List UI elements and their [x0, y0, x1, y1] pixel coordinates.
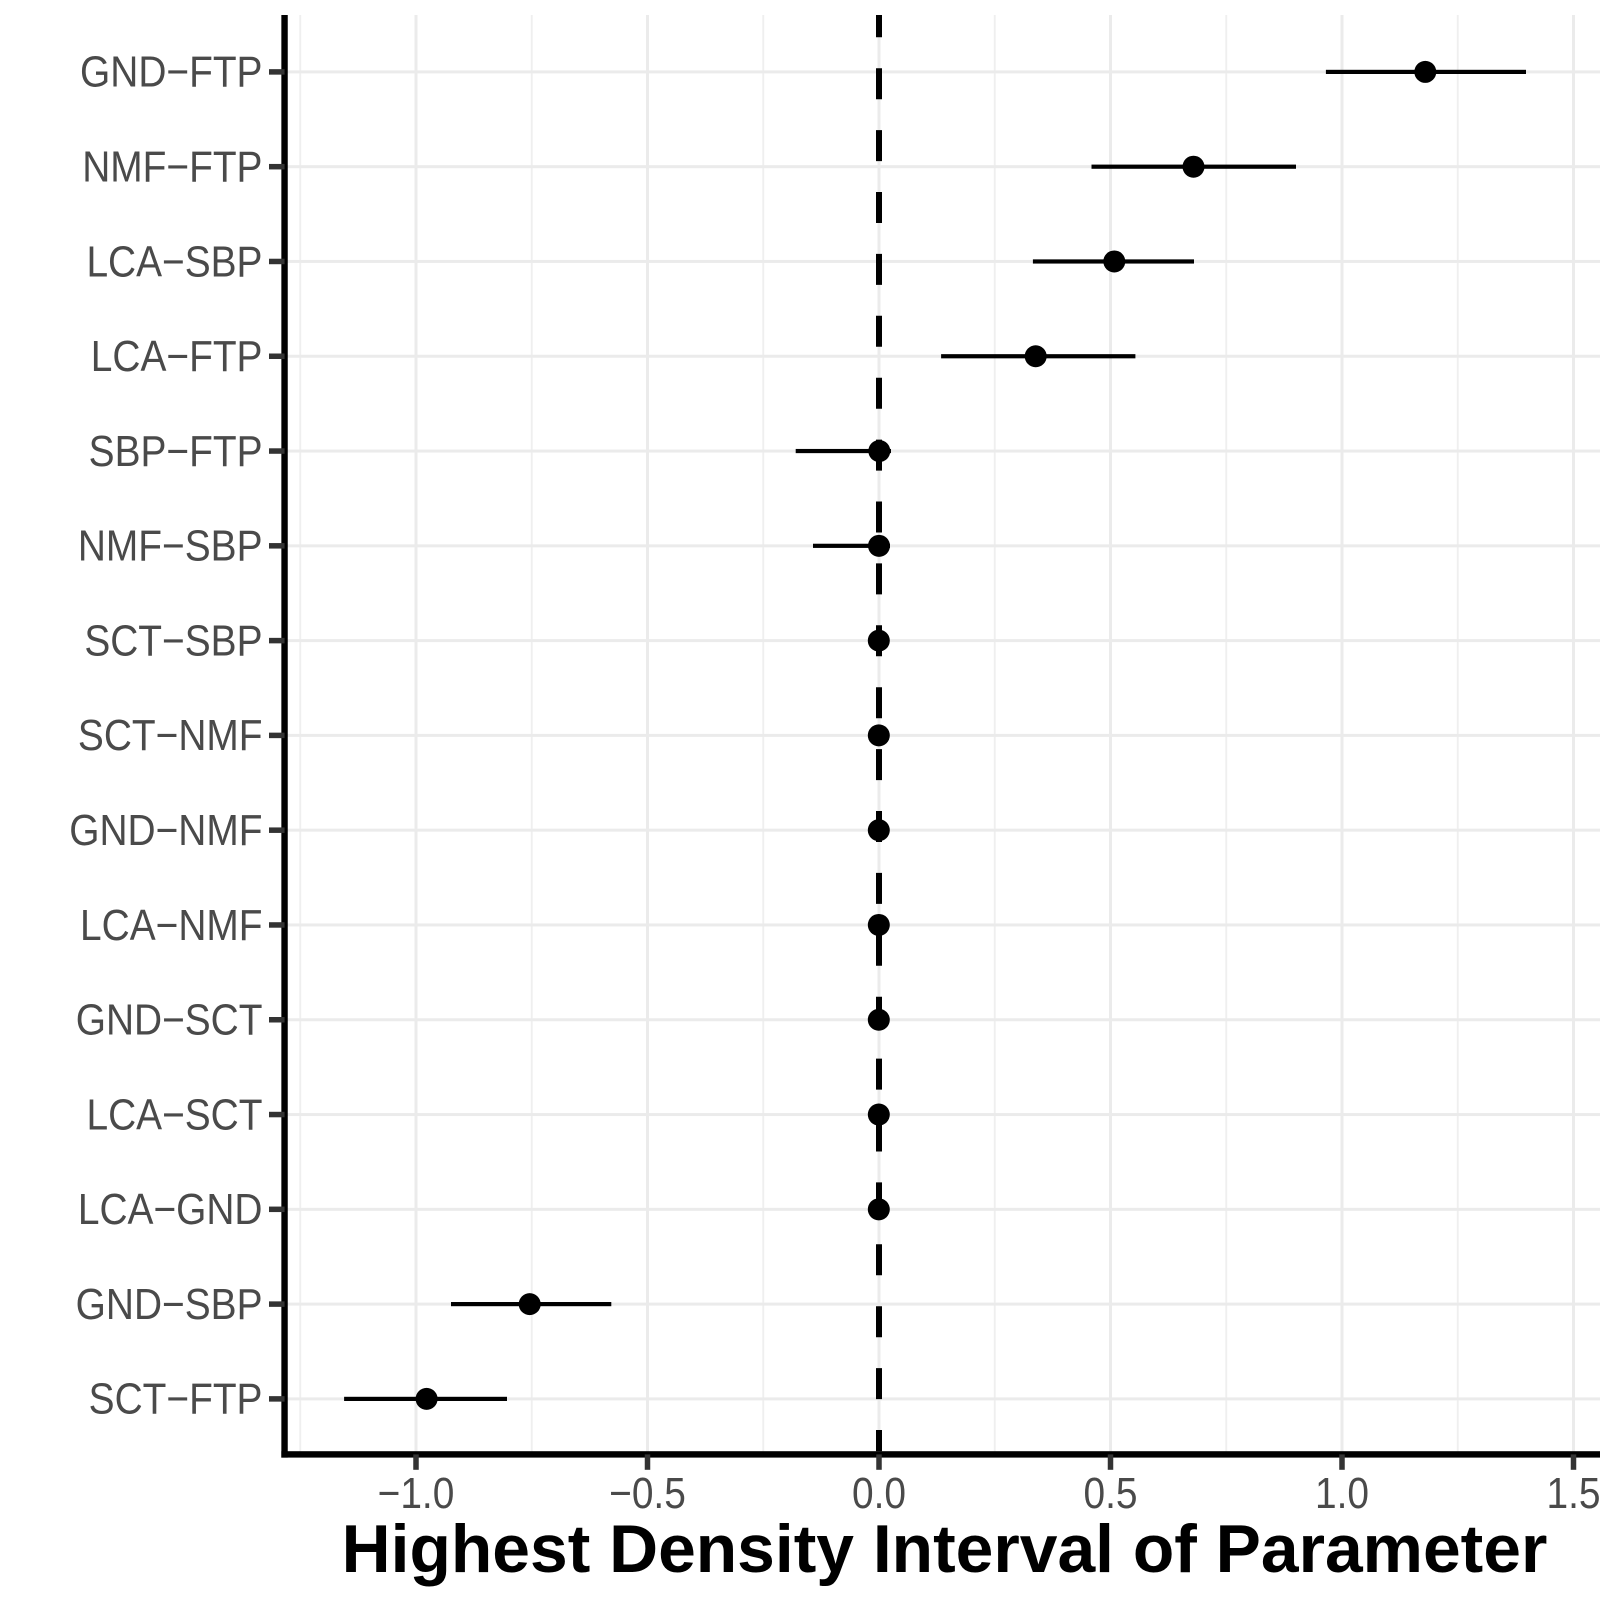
svg-text:SCT−FTP: SCT−FTP [89, 1373, 263, 1423]
svg-text:GND−FTP: GND−FTP [80, 46, 262, 96]
svg-text:NMF−SBP: NMF−SBP [78, 520, 263, 570]
svg-text:LCA−FTP: LCA−FTP [91, 331, 263, 381]
svg-text:SBP−FTP: SBP−FTP [89, 426, 263, 476]
svg-text:1.5: 1.5 [1546, 1468, 1600, 1518]
svg-text:NMF−FTP: NMF−FTP [82, 141, 262, 191]
svg-text:SCT−SBP: SCT−SBP [84, 615, 262, 665]
svg-text:GND−NMF: GND−NMF [69, 805, 262, 855]
svg-text:LCA−GND: LCA−GND [78, 1184, 263, 1234]
svg-text:Highest Density Interval of Pa: Highest Density Interval of Parameter [342, 1512, 1548, 1587]
svg-text:−1.0: −1.0 [378, 1468, 455, 1518]
svg-text:1.0: 1.0 [1315, 1468, 1369, 1518]
svg-text:−0.5: −0.5 [609, 1468, 686, 1518]
svg-text:LCA−SBP: LCA−SBP [86, 236, 262, 286]
svg-text:LCA−NMF: LCA−NMF [80, 899, 262, 949]
svg-text:0.0: 0.0 [852, 1468, 906, 1518]
svg-text:GND−SBP: GND−SBP [76, 1279, 263, 1329]
svg-text:LCA−SCT: LCA−SCT [86, 1089, 262, 1139]
svg-text:GND−SCT: GND−SCT [76, 994, 263, 1044]
svg-text:0.5: 0.5 [1083, 1468, 1137, 1518]
svg-text:SCT−NMF: SCT−NMF [78, 710, 263, 760]
